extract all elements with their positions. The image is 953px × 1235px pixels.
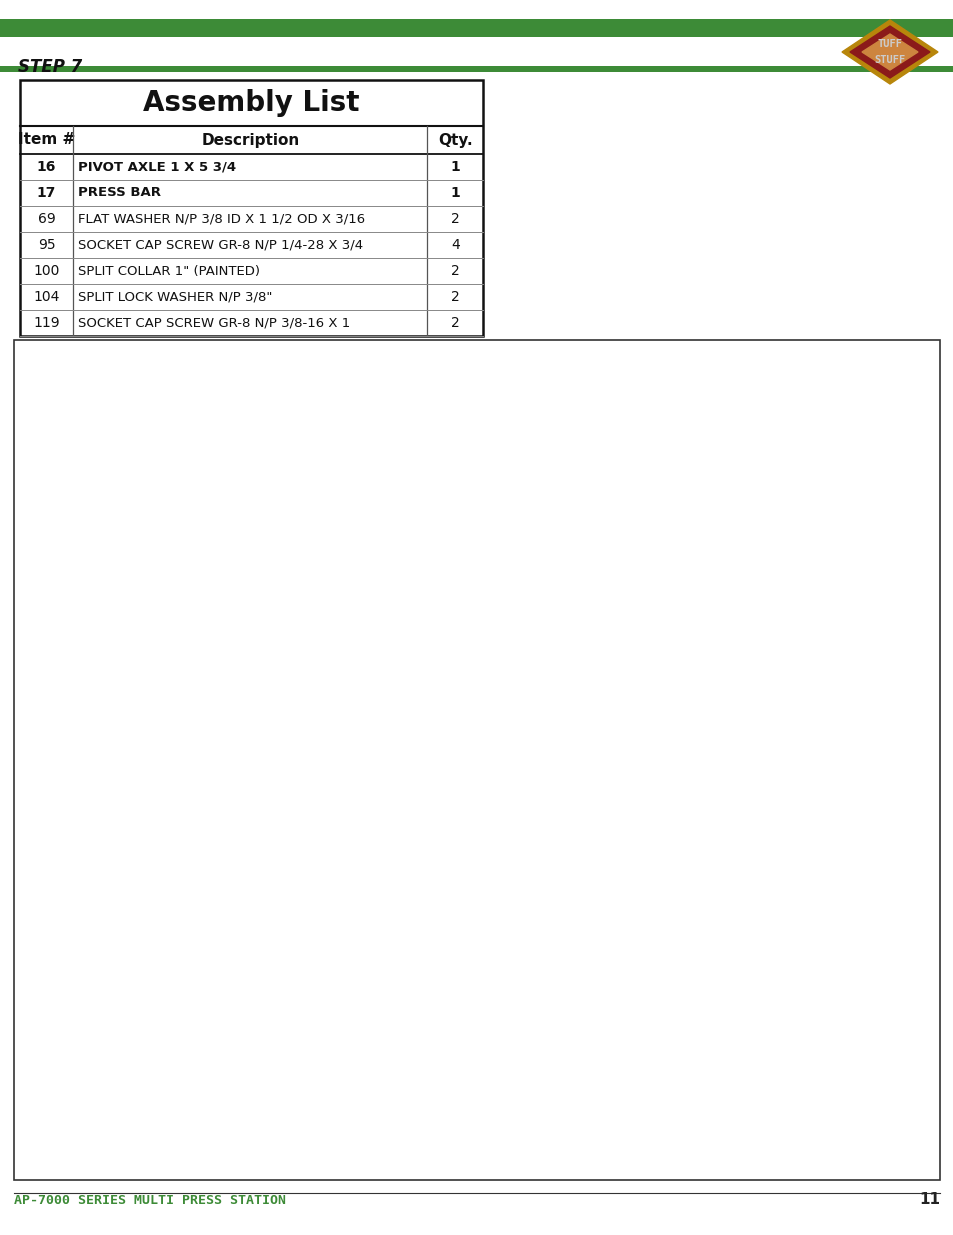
Text: 95: 95: [38, 238, 55, 252]
Bar: [0, 19, 953, 37]
Text: FLAT WASHER N/P 3/8 ID X 1 1/2 OD X 3/16: FLAT WASHER N/P 3/8 ID X 1 1/2 OD X 3/16: [78, 212, 365, 226]
Polygon shape: [849, 26, 929, 78]
Bar: [14, 340, 939, 1179]
Bar: [0, 65, 953, 72]
Text: 104: 104: [33, 290, 60, 304]
Text: Description: Description: [201, 132, 299, 147]
Text: 1: 1: [450, 161, 459, 174]
Text: SPLIT LOCK WASHER N/P 3/8": SPLIT LOCK WASHER N/P 3/8": [78, 290, 273, 304]
Text: Assembly List: Assembly List: [143, 89, 359, 117]
Text: 11: 11: [918, 1192, 939, 1207]
Text: TUFF: TUFF: [877, 40, 902, 49]
Bar: [20, 80, 482, 336]
Text: 2: 2: [451, 264, 459, 278]
Text: SOCKET CAP SCREW GR-8 N/P 1/4-28 X 3/4: SOCKET CAP SCREW GR-8 N/P 1/4-28 X 3/4: [78, 238, 363, 252]
Text: SOCKET CAP SCREW GR-8 N/P 3/8-16 X 1: SOCKET CAP SCREW GR-8 N/P 3/8-16 X 1: [78, 316, 350, 330]
Text: PIVOT AXLE 1 X 5 3/4: PIVOT AXLE 1 X 5 3/4: [78, 161, 236, 173]
Text: PRESS BAR: PRESS BAR: [78, 186, 161, 200]
Text: Item #: Item #: [18, 132, 75, 147]
Text: 17: 17: [37, 186, 56, 200]
Polygon shape: [862, 35, 917, 70]
Text: 2: 2: [451, 290, 459, 304]
Text: 2: 2: [451, 212, 459, 226]
Text: 100: 100: [33, 264, 60, 278]
Text: Qty.: Qty.: [437, 132, 472, 147]
Text: STUFF: STUFF: [874, 56, 904, 65]
Text: 1: 1: [450, 186, 459, 200]
Text: 16: 16: [37, 161, 56, 174]
Text: AP-7000 SERIES MULTI PRESS STATION: AP-7000 SERIES MULTI PRESS STATION: [14, 1194, 286, 1207]
Text: 2: 2: [451, 316, 459, 330]
Text: SPLIT COLLAR 1" (PAINTED): SPLIT COLLAR 1" (PAINTED): [78, 264, 260, 278]
Text: STEP 7: STEP 7: [18, 58, 82, 77]
Polygon shape: [841, 20, 937, 84]
Text: 4: 4: [451, 238, 459, 252]
Text: 119: 119: [33, 316, 60, 330]
Text: 69: 69: [38, 212, 55, 226]
